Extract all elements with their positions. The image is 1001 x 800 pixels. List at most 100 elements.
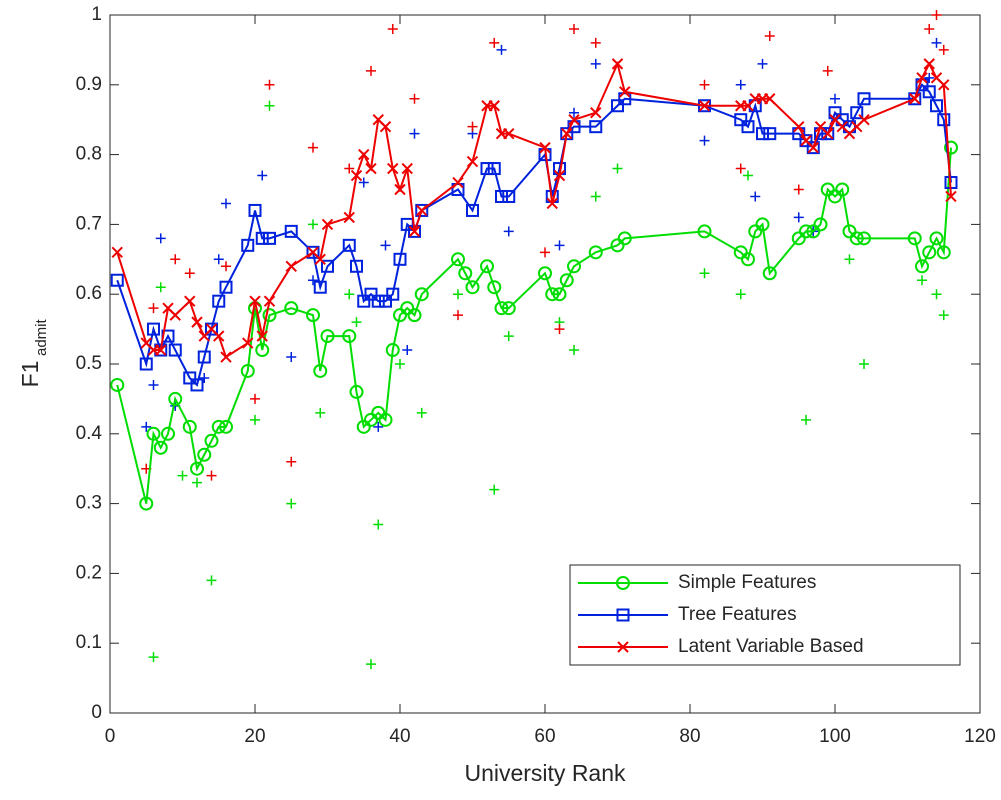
series-marker (111, 246, 123, 259)
scatter-point (221, 198, 231, 209)
series-marker (364, 412, 378, 427)
scatter-point (699, 135, 710, 146)
scatter-point (793, 212, 804, 223)
series-marker (349, 384, 364, 399)
scatter-point (764, 30, 775, 41)
series-marker (559, 273, 574, 288)
series-marker (938, 79, 950, 91)
scatter-point (286, 498, 297, 509)
x-tick-label: 40 (389, 726, 410, 747)
scatter-point (286, 352, 297, 363)
series-marker (850, 106, 864, 120)
series-marker (590, 107, 602, 119)
scatter-point (148, 652, 159, 663)
series-marker (263, 295, 276, 307)
series-marker (813, 217, 828, 232)
scatter-point (264, 79, 275, 90)
series-marker (262, 308, 277, 323)
series-marker (321, 218, 334, 231)
scatter-point (801, 414, 811, 425)
plot-frame (109, 14, 981, 714)
series-marker (821, 127, 835, 141)
series-marker (415, 203, 429, 217)
scatter-point (917, 275, 927, 286)
series-marker (799, 134, 813, 148)
y-axis-label-subscript: admit (33, 318, 50, 356)
series-marker (741, 120, 755, 134)
series-marker (619, 86, 631, 98)
series-marker (458, 266, 473, 281)
series-marker (371, 294, 385, 308)
scatter-point (554, 324, 565, 335)
series-marker (553, 169, 566, 182)
scatter-point (380, 240, 391, 251)
scatter-point (373, 421, 384, 432)
y-tick-label: 1 (91, 4, 102, 25)
series-marker (393, 252, 407, 266)
scatter-point (221, 261, 231, 272)
series-marker (922, 85, 936, 99)
scatter-point (743, 170, 753, 181)
scatter-point (590, 37, 601, 48)
scatter-point (859, 359, 869, 369)
series-marker (916, 72, 928, 84)
series-marker (539, 141, 551, 154)
series-marker (487, 162, 501, 176)
series-marker (820, 182, 835, 197)
scatter-point (931, 10, 942, 20)
series-marker (567, 259, 581, 274)
scatter-point (612, 163, 623, 174)
series-marker (466, 203, 479, 217)
series-marker (212, 294, 226, 308)
x-axis-label: University Rank (464, 760, 626, 786)
series-marker (255, 231, 269, 245)
scatter-point (453, 310, 463, 321)
scatter-point (409, 128, 420, 139)
series-marker (828, 189, 842, 204)
series-marker (358, 148, 370, 161)
series-marker (929, 231, 944, 246)
y-tick-label: 0.4 (76, 423, 103, 444)
y-tick-label: 0.8 (76, 144, 102, 165)
series-marker (147, 322, 160, 336)
series-marker (611, 99, 624, 113)
series-marker (494, 301, 509, 316)
series-marker (343, 211, 355, 224)
series-marker (139, 357, 153, 371)
series-marker (190, 378, 204, 392)
series-marker (806, 224, 821, 239)
y-tick-label: 0.1 (76, 632, 102, 653)
scatter-point (569, 23, 579, 34)
series-marker (408, 225, 421, 238)
series-marker (915, 259, 929, 274)
scatter-point (366, 659, 376, 670)
series-marker (488, 100, 500, 112)
series-marker (822, 127, 834, 140)
scatter-point (569, 345, 579, 356)
scatter-point (757, 58, 768, 69)
scatter-point (286, 456, 297, 467)
scatter-point (402, 345, 413, 356)
scatter-point (938, 44, 949, 55)
series-marker (466, 155, 479, 168)
scatter-point (192, 477, 202, 488)
series-marker (400, 301, 415, 316)
scatter-point (351, 317, 362, 328)
scatter-point (793, 184, 804, 195)
series-marker (306, 308, 320, 323)
series-marker (908, 92, 922, 106)
series-marker (416, 204, 428, 217)
series-marker (799, 224, 813, 239)
series-marker (110, 377, 125, 392)
series-marker (242, 337, 254, 349)
series-marker (204, 433, 219, 448)
series-marker (755, 217, 770, 232)
series-marker (748, 224, 763, 239)
legend-label: Latent Variable Based (678, 636, 864, 657)
series-marker (734, 113, 748, 127)
scatter-point (822, 65, 833, 76)
series-marker (858, 113, 870, 126)
series-marker (379, 120, 392, 133)
scatter-point (569, 107, 579, 118)
series-marker (161, 426, 175, 441)
